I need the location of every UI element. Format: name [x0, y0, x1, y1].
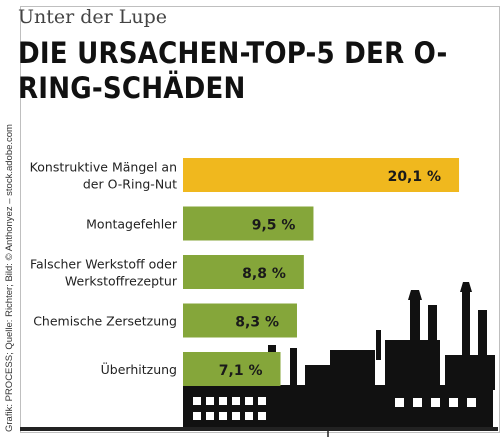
factory-shape: [330, 350, 375, 390]
bars-group: 20,1 % 9,5 % 8,8 % 8,3 % 7,1 %: [183, 158, 460, 386]
factory-window: [206, 412, 214, 420]
factory-shape: [462, 292, 470, 362]
axis-group: [20, 427, 498, 437]
factory-window: [219, 397, 227, 405]
factory-window: [449, 398, 458, 407]
factory-window: [193, 412, 201, 420]
baseline: [20, 427, 498, 431]
factory-shape: [410, 300, 420, 360]
factory-window: [395, 398, 404, 407]
factory-window: [206, 397, 214, 405]
factory-shape: [183, 385, 493, 430]
bar-value-label: 9,5 %: [252, 218, 296, 234]
factory-shape: [428, 305, 437, 360]
factory-shape: [290, 348, 297, 388]
factory-window: [413, 398, 422, 407]
factory-silhouette: [183, 282, 495, 430]
factory-window: [193, 397, 201, 405]
factory-window: [431, 398, 440, 407]
bar: [183, 158, 460, 192]
category-label: der O-Ring-Nut: [83, 177, 177, 192]
category-label: Chemische Zersetzung: [33, 314, 177, 329]
category-label: Montagefehler: [86, 217, 178, 232]
factory-window: [232, 412, 240, 420]
bar-value-label: 20,1 %: [388, 169, 441, 185]
bar: [183, 352, 281, 386]
factory-window: [245, 412, 253, 420]
chimney-top: [408, 290, 422, 300]
factory-shape: [376, 330, 381, 360]
category-label: Überhitzung: [101, 361, 177, 377]
factory-shape: [478, 310, 487, 360]
bar-value-label: 7,1 %: [219, 363, 263, 379]
bar-value-label: 8,3 %: [235, 315, 279, 331]
bar: [183, 303, 297, 338]
bar: [183, 255, 304, 289]
factory-window: [258, 397, 266, 405]
factory-window: [245, 397, 253, 405]
bar: [183, 206, 314, 241]
factory-window: [258, 412, 266, 420]
chimney-top: [460, 282, 472, 292]
category-label: Werkstoffrezeptur: [65, 274, 178, 289]
category-label: Falscher Werkstoff oder: [30, 257, 178, 272]
category-labels: Konstruktive Mängel an der O-Ring-Nut Mont…: [30, 160, 178, 378]
factory-window: [232, 397, 240, 405]
kicker-label: Unter der Lupe: [18, 6, 168, 28]
factory-window: [467, 398, 476, 407]
bar-value-label: 8,8 %: [242, 266, 286, 282]
category-label: Konstruktive Mängel an: [30, 160, 177, 175]
factory-window: [219, 412, 227, 420]
factory-shape: [305, 365, 330, 390]
chart-title: DIE URSACHEN-TOP-5 DER O-RING-SCHÄDEN: [18, 36, 448, 105]
